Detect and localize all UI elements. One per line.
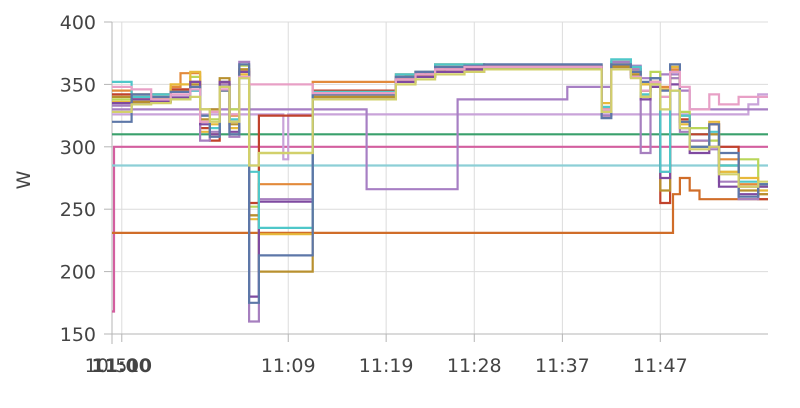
y-tick-label: 200 [60, 262, 96, 284]
y-tick-label: 250 [60, 199, 96, 221]
x-tick-label: 11:09 [261, 355, 316, 377]
y-tick-label: 150 [60, 324, 96, 346]
x-tick-label: 11:28 [447, 355, 502, 377]
series-group [112, 58, 768, 323]
series-line-16 [112, 68, 768, 188]
y-tick-label: 300 [60, 137, 96, 159]
y-axis-label: W [13, 170, 35, 189]
x-tick-label: 11:19 [359, 355, 414, 377]
series-line-3 [112, 176, 768, 234]
series-line-14 [112, 63, 768, 304]
x-tick-label: 11:37 [535, 355, 590, 377]
series-line-15 [112, 65, 768, 123]
y-tick-label: 350 [60, 74, 96, 96]
x-tick-label: 11:00 [92, 355, 152, 377]
y-tick-labels: 150 200 250 300 350 400 [60, 12, 96, 346]
series-line-4 [112, 93, 768, 161]
x-tick-label: 10:51 [85, 355, 140, 377]
x-tick-label: 11:47 [633, 355, 688, 377]
y-tick-label: 400 [60, 12, 96, 34]
series-line-0 [112, 145, 768, 313]
axes [104, 21, 768, 344]
